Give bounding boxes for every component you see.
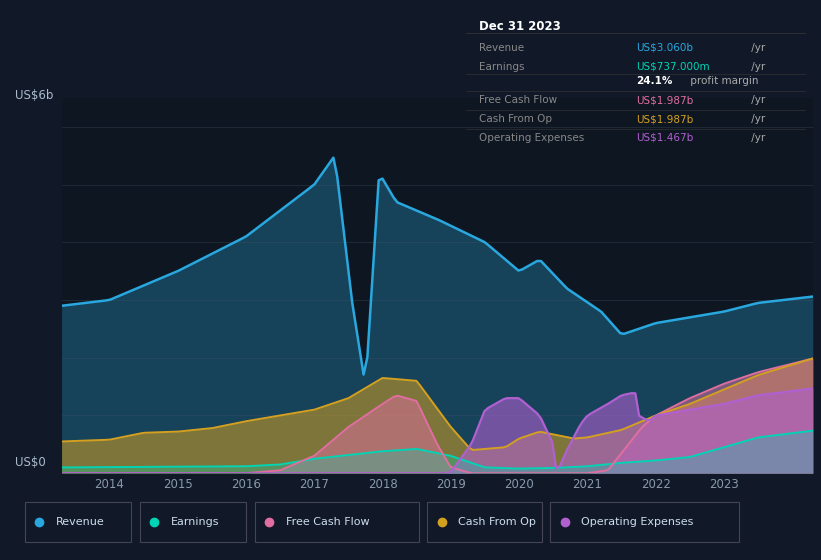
Text: /yr: /yr — [748, 133, 765, 143]
Text: Free Cash Flow: Free Cash Flow — [479, 95, 557, 105]
Text: Earnings: Earnings — [479, 62, 525, 72]
Text: Dec 31 2023: Dec 31 2023 — [479, 20, 561, 33]
Text: Cash From Op: Cash From Op — [479, 114, 553, 124]
Text: /yr: /yr — [748, 95, 765, 105]
Text: /yr: /yr — [748, 114, 765, 124]
Text: US$1.987b: US$1.987b — [635, 114, 693, 124]
Text: Cash From Op: Cash From Op — [458, 517, 536, 527]
Text: US$737.000m: US$737.000m — [635, 62, 709, 72]
Text: 24.1%: 24.1% — [635, 76, 672, 86]
Text: US$1.467b: US$1.467b — [635, 133, 693, 143]
Text: US$0: US$0 — [15, 455, 45, 469]
Text: Free Cash Flow: Free Cash Flow — [286, 517, 369, 527]
Text: Operating Expenses: Operating Expenses — [479, 133, 585, 143]
Text: Revenue: Revenue — [56, 517, 104, 527]
Text: /yr: /yr — [748, 62, 765, 72]
Text: Operating Expenses: Operating Expenses — [581, 517, 694, 527]
Text: Earnings: Earnings — [171, 517, 219, 527]
Text: US$3.060b: US$3.060b — [635, 43, 693, 53]
Text: /yr: /yr — [748, 43, 765, 53]
Text: Revenue: Revenue — [479, 43, 525, 53]
Text: US$1.987b: US$1.987b — [635, 95, 693, 105]
Text: profit margin: profit margin — [687, 76, 759, 86]
Text: US$6b: US$6b — [15, 88, 53, 102]
